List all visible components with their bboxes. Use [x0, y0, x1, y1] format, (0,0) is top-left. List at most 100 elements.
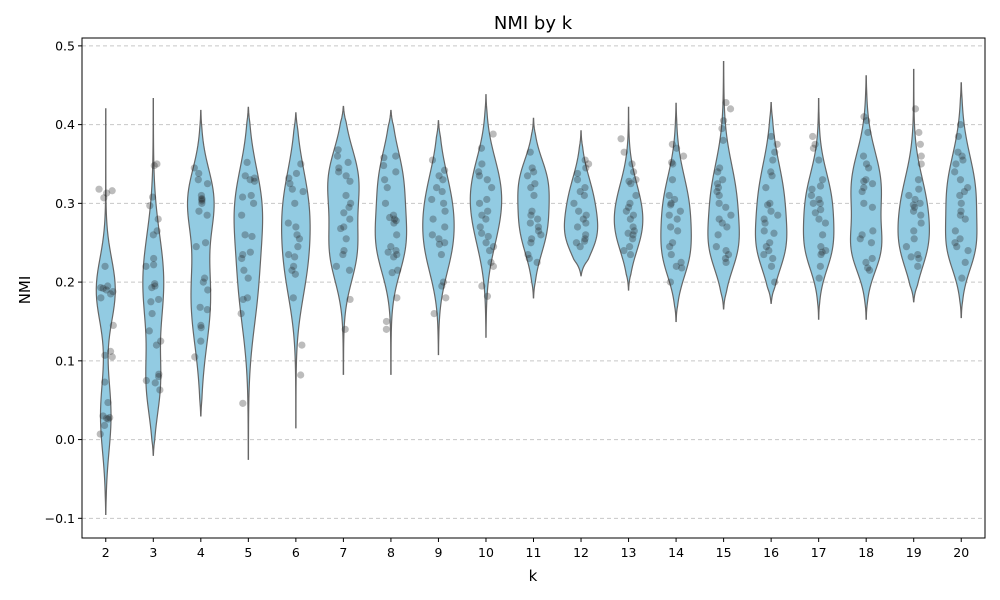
data-point: [441, 239, 449, 247]
data-point: [392, 247, 400, 255]
data-point: [572, 239, 581, 247]
data-point: [956, 235, 964, 243]
data-point: [860, 177, 868, 185]
data-point: [100, 421, 109, 429]
data-point: [915, 254, 923, 263]
data-point: [197, 324, 205, 332]
data-point: [435, 240, 444, 248]
data-point: [718, 124, 726, 133]
data-point: [488, 184, 496, 192]
data-point: [241, 231, 249, 239]
data-point: [534, 223, 543, 231]
data-point: [389, 211, 398, 219]
data-point: [951, 168, 959, 176]
data-point: [347, 199, 355, 207]
data-point: [381, 176, 389, 184]
data-point: [335, 164, 343, 172]
data-point: [767, 132, 775, 141]
data-point: [769, 156, 777, 164]
data-point: [335, 168, 343, 176]
data-point: [483, 176, 491, 184]
data-point: [530, 191, 538, 200]
data-point: [914, 176, 923, 184]
data-point: [713, 180, 722, 188]
data-point: [760, 227, 768, 235]
data-point: [392, 152, 400, 160]
data-point: [442, 294, 450, 302]
data-point: [771, 278, 779, 286]
data-point: [97, 284, 105, 292]
data-point: [103, 189, 111, 197]
data-point: [625, 243, 634, 251]
violin-k13: [613, 106, 644, 291]
data-point: [107, 290, 115, 298]
data-point: [104, 398, 112, 407]
data-point: [484, 207, 492, 215]
data-point: [430, 309, 438, 318]
data-point: [914, 250, 922, 259]
data-point: [858, 187, 866, 196]
data-point: [153, 227, 161, 235]
data-point: [241, 172, 249, 180]
data-point: [346, 177, 354, 185]
data-point: [668, 158, 676, 167]
x-tick-label: 16: [763, 545, 779, 560]
data-point: [575, 207, 583, 215]
data-point: [629, 168, 638, 176]
data-point: [620, 148, 628, 156]
data-point: [247, 191, 255, 200]
data-point: [714, 168, 722, 176]
data-point: [150, 261, 158, 269]
data-point: [340, 209, 348, 217]
data-point: [625, 177, 633, 185]
x-tick-label: 2: [102, 545, 110, 560]
data-point: [766, 199, 774, 207]
data-point: [291, 199, 299, 207]
data-point: [964, 184, 972, 192]
data-point: [809, 144, 818, 152]
y-tick-label: 0.0: [55, 432, 75, 447]
data-point: [96, 430, 104, 438]
data-point: [864, 264, 872, 272]
data-point: [485, 247, 494, 255]
data-point: [291, 253, 299, 261]
data-point: [285, 174, 293, 182]
data-point: [475, 168, 483, 176]
data-point: [860, 113, 868, 121]
data-point: [815, 274, 823, 282]
data-point: [248, 232, 256, 241]
data-point: [155, 372, 163, 381]
data-point: [581, 184, 589, 192]
data-point: [150, 254, 158, 263]
data-point: [390, 219, 398, 227]
data-point: [765, 247, 773, 255]
data-point: [527, 184, 535, 192]
data-point: [344, 158, 352, 167]
data-point: [475, 199, 484, 207]
data-point: [576, 187, 584, 196]
data-point: [342, 172, 350, 180]
data-point: [246, 176, 254, 184]
data-point: [100, 194, 108, 202]
data-point: [715, 215, 723, 223]
data-point: [714, 184, 723, 192]
violin-k18: [849, 75, 883, 320]
data-point: [380, 154, 388, 162]
data-point: [284, 250, 293, 259]
data-point: [345, 203, 353, 211]
data-point: [298, 341, 306, 349]
data-point: [342, 235, 350, 243]
data-point: [478, 229, 486, 237]
data-point: [580, 191, 588, 200]
data-point: [288, 185, 296, 193]
data-point: [346, 215, 354, 223]
data-point: [914, 262, 922, 270]
x-axis-label: k: [529, 567, 538, 585]
data-point: [151, 379, 159, 387]
data-point: [671, 195, 679, 204]
x-tick-label: 13: [621, 545, 637, 560]
data-point: [952, 160, 960, 168]
data-point: [715, 199, 723, 207]
data-point: [200, 274, 209, 282]
data-point: [726, 105, 735, 113]
